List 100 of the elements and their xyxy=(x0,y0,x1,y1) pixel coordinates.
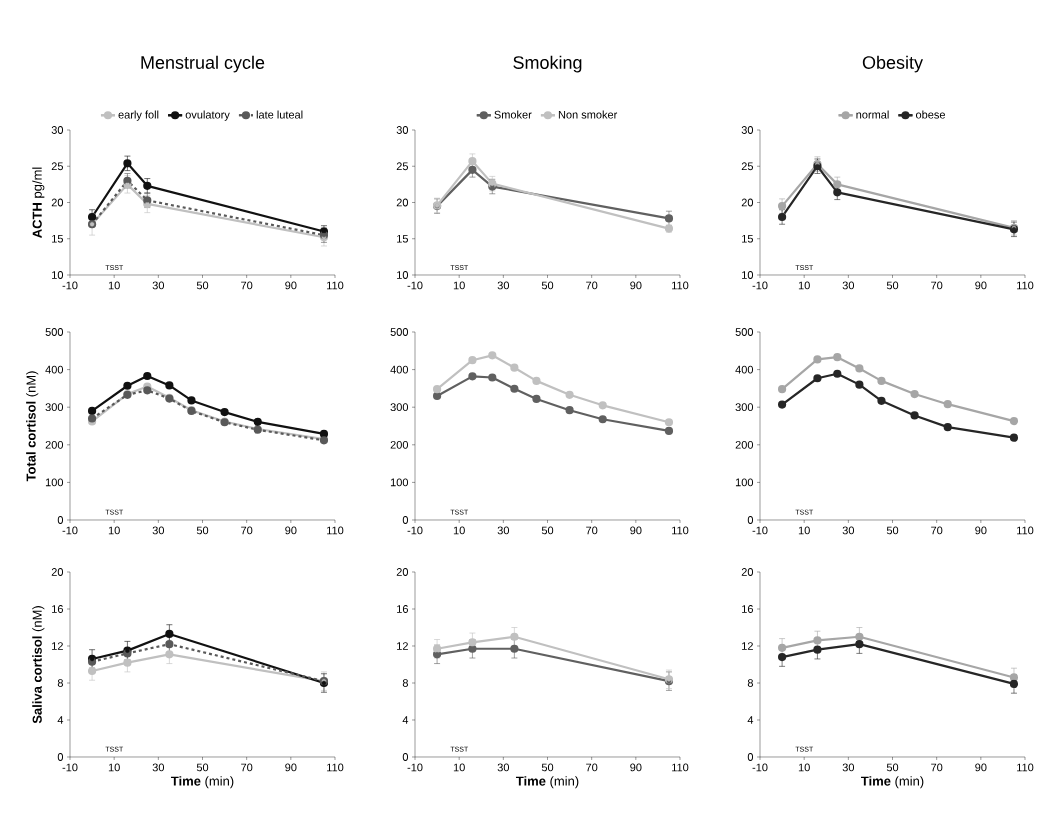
x-tick-label: 10 xyxy=(798,763,810,772)
legend-label: ovulatory xyxy=(185,110,230,121)
y-tick-label: 300 xyxy=(735,403,754,412)
x-tick-label: -10 xyxy=(407,526,423,535)
x-tick-label: 70 xyxy=(586,763,598,772)
x-tick-label: 50 xyxy=(541,526,554,535)
y-tick-label: 500 xyxy=(735,328,754,336)
x-tick-label: 90 xyxy=(630,281,642,290)
x-tick-label: 10 xyxy=(453,526,465,535)
y-tick-label: 10 xyxy=(52,271,64,279)
x-tick-label: 10 xyxy=(108,763,120,772)
y-axis-title: ACTH pg/ml xyxy=(32,167,45,238)
y-tick-label: 20 xyxy=(741,198,754,207)
x-tick-label: 30 xyxy=(497,526,510,535)
y-tick-label: 200 xyxy=(45,440,64,449)
x-tick-label: 30 xyxy=(842,281,855,290)
x-tick-label: 90 xyxy=(975,281,987,290)
x-tick-label: 90 xyxy=(975,526,987,535)
x-tick-label: 110 xyxy=(327,763,344,772)
x-tick-label: 70 xyxy=(586,526,598,535)
chart-title: Menstrual cycle xyxy=(141,55,265,73)
y-tick-label: 0 xyxy=(402,516,409,524)
y-tick-label: 100 xyxy=(735,478,754,487)
y-tick-label: 0 xyxy=(402,753,409,761)
y-axis-title: Total cortisol (nM) xyxy=(26,371,39,482)
x-tick-label: 90 xyxy=(285,281,297,290)
x-tick-label: 50 xyxy=(196,281,209,290)
x-tick-label: 30 xyxy=(152,281,165,290)
y-tick-label: 20 xyxy=(741,568,754,576)
y-tick-label: 16 xyxy=(52,605,63,613)
legend-label: normal xyxy=(856,110,889,119)
x-tick-label: 110 xyxy=(672,526,689,535)
legend-label: late luteal xyxy=(256,110,303,119)
y-tick-label: 15 xyxy=(397,234,408,243)
y-tick-label: 300 xyxy=(390,403,409,412)
x-tick-label: 50 xyxy=(886,526,899,535)
y-tick-label: 12 xyxy=(742,642,753,650)
y-tick-label: 4 xyxy=(57,716,64,724)
chart-title: Smoking xyxy=(513,55,582,73)
y-tick-label: 20 xyxy=(51,568,64,576)
x-axis-title: Time (min) xyxy=(170,776,234,789)
chart-title: Obesity xyxy=(862,55,923,73)
x-tick-label: 10 xyxy=(453,281,465,290)
x-tick-label: 50 xyxy=(196,763,209,772)
legend-label: early foll xyxy=(118,110,159,121)
y-tick-label: 12 xyxy=(397,642,408,650)
y-tick-label: 100 xyxy=(390,478,409,487)
x-tick-label: 50 xyxy=(196,526,209,535)
x-tick-label: 50 xyxy=(886,281,899,290)
legend-label: Non smoker xyxy=(558,110,618,119)
x-tick-label: 70 xyxy=(241,526,253,535)
x-tick-label: 110 xyxy=(1017,526,1034,535)
x-tick-label: 110 xyxy=(672,763,689,772)
y-tick-label: 4 xyxy=(747,716,754,724)
x-tick-label: 30 xyxy=(842,526,855,535)
y-tick-label: 10 xyxy=(742,271,754,279)
y-tick-label: 100 xyxy=(45,478,64,487)
x-tick-label: 30 xyxy=(497,281,510,290)
legend-label: Smoker xyxy=(494,110,532,119)
y-tick-label: 300 xyxy=(45,403,64,412)
x-tick-label: 70 xyxy=(931,526,943,535)
x-tick-label: 90 xyxy=(630,526,642,535)
x-tick-label: 50 xyxy=(541,763,554,772)
x-tick-label: 110 xyxy=(672,281,689,290)
y-tick-label: 0 xyxy=(57,516,64,524)
x-tick-label: -10 xyxy=(407,281,423,290)
y-tick-label: 16 xyxy=(742,605,753,613)
y-tick-label: 200 xyxy=(390,440,409,449)
y-tick-label: 0 xyxy=(747,516,754,524)
x-tick-label: 110 xyxy=(327,281,344,290)
x-tick-label: 10 xyxy=(108,281,120,290)
x-tick-label: 70 xyxy=(241,281,253,290)
x-axis-title: Time (min) xyxy=(860,776,924,789)
y-tick-label: 500 xyxy=(45,328,64,336)
x-axis-title: Time (min) xyxy=(515,776,579,789)
y-tick-label: 15 xyxy=(52,234,63,243)
y-tick-label: 8 xyxy=(57,679,63,687)
x-tick-label: 70 xyxy=(586,281,598,290)
y-tick-label: 10 xyxy=(397,271,409,279)
x-tick-label: 110 xyxy=(327,526,344,535)
y-tick-label: 8 xyxy=(747,679,753,687)
y-tick-label: 25 xyxy=(741,162,753,171)
x-tick-label: 30 xyxy=(842,763,855,772)
y-tick-label: 4 xyxy=(402,716,409,724)
x-tick-label: -10 xyxy=(407,763,423,772)
y-tick-label: 20 xyxy=(51,198,64,207)
y-tick-label: 16 xyxy=(397,605,408,613)
y-tick-label: 30 xyxy=(51,126,64,134)
y-tick-label: 30 xyxy=(396,126,409,134)
y-tick-label: 0 xyxy=(747,753,754,761)
legend-label: obese xyxy=(915,110,946,119)
x-tick-label: 50 xyxy=(886,763,899,772)
y-tick-label: 25 xyxy=(51,162,63,171)
y-axis-title: Saliva cortisol (nM) xyxy=(32,606,45,724)
y-tick-label: 20 xyxy=(396,198,409,207)
x-tick-label: 30 xyxy=(152,526,165,535)
y-tick-label: 400 xyxy=(735,365,754,374)
y-tick-label: 500 xyxy=(390,328,409,336)
x-tick-label: 70 xyxy=(241,763,253,772)
y-tick-label: 20 xyxy=(396,568,409,576)
